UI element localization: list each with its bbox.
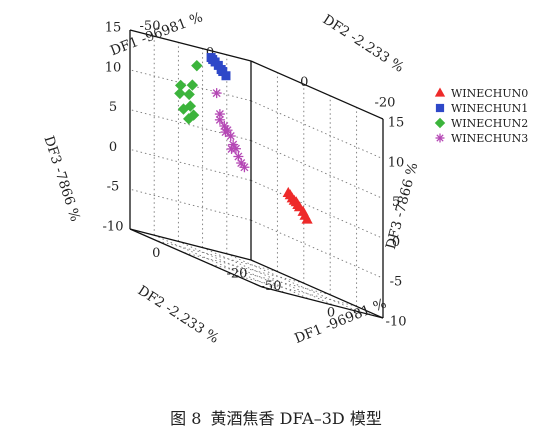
grid-line — [250, 100, 384, 160]
figure-label: 图 8 — [170, 409, 202, 428]
tick-label-df3: 5 — [392, 195, 400, 210]
tick-label-df2: 0 — [152, 246, 160, 261]
tick-label-df1: 0 — [206, 45, 214, 60]
data-point-winechun3 — [211, 88, 222, 99]
grid-line — [182, 251, 304, 284]
tick-label-df3: -5 — [107, 180, 120, 195]
tick-label-df2: -20 — [374, 95, 395, 110]
tick-label-df3: 10 — [105, 60, 122, 75]
grid-line — [129, 109, 252, 142]
tick-label-df3: -10 — [386, 315, 407, 330]
tick-label-df3: 0 — [109, 140, 117, 155]
axis-label-df3-left: DF3 -7866 % — [40, 134, 83, 224]
box-edge — [129, 228, 263, 288]
data-point-winechun2 — [186, 79, 199, 91]
axis-label-df3-right: DF3 -7866 % — [383, 161, 422, 251]
tick-label-df2: 0 — [300, 75, 308, 90]
data-point-winechun0 — [301, 213, 313, 224]
tick-label-df2: -20 — [226, 266, 247, 281]
grid-line — [235, 274, 357, 307]
grid-line — [250, 140, 384, 200]
tick-label-df1: -50 — [261, 279, 282, 294]
tick-label-df1: 0 — [327, 305, 335, 320]
grid-line — [202, 247, 335, 307]
data-point-winechun3 — [214, 109, 225, 120]
axis-label-df1-top: DF1 -96981 % — [108, 9, 205, 59]
tick-label-df3: 10 — [388, 155, 405, 170]
axis-label-df2-bottom: DF2 -2.233 % — [135, 282, 222, 346]
figure-caption: 图 8 黄酒焦香 DFA–3D 模型 — [0, 402, 552, 436]
box-edge — [261, 286, 384, 319]
data-point-winechun2 — [183, 113, 195, 125]
data-point-winechun3 — [226, 143, 237, 154]
data-point-winechun1 — [221, 71, 231, 81]
data-point-winechun2 — [177, 103, 190, 115]
grid-line — [209, 263, 331, 296]
legend-entry-winechun3: WINECHUN3 — [451, 132, 528, 145]
box-edge — [250, 259, 384, 319]
legend-marker-winechun0 — [434, 87, 446, 97]
tick-label-df3: 15 — [105, 21, 122, 36]
axis-label-df1-bottom: DF1 -96981 % — [292, 296, 389, 347]
axis-label-df2-top: DF2 -2.233 % — [320, 11, 407, 75]
tick-label-df3: 5 — [109, 100, 117, 115]
grid-line — [178, 240, 311, 300]
box-edges — [129, 29, 384, 319]
tick-label-df1: -50 — [140, 19, 161, 34]
data-point-winechun3 — [239, 162, 250, 173]
grid-line — [154, 234, 287, 294]
legend-marker-winechun1 — [435, 103, 445, 113]
legend-marker-winechun3 — [435, 133, 445, 143]
figure-title: 黄酒焦香 DFA–3D 模型 — [210, 409, 382, 428]
grid-line — [129, 148, 252, 181]
data-point-winechun2 — [191, 59, 203, 72]
legend-marker-winechun2 — [434, 117, 446, 129]
grid-line — [129, 69, 252, 102]
box-edge — [129, 228, 252, 261]
grid-line — [129, 188, 252, 221]
data-point-winechun3 — [220, 127, 231, 138]
grid-line — [156, 240, 278, 273]
legend-entry-winechun1: WINECHUN1 — [451, 102, 528, 115]
legend-entry-winechun2: WINECHUN2 — [451, 117, 528, 130]
data-point-winechun3 — [225, 131, 236, 142]
legend: WINECHUN0 WINECHUN1 WINECHUN2 WINECHUN3 — [434, 87, 528, 145]
tick-label-df3: 0 — [392, 235, 400, 250]
data-point-winechun2 — [174, 87, 186, 100]
data-point-winechun3 — [214, 114, 225, 125]
grid-line — [226, 253, 359, 313]
grid-line — [250, 219, 384, 279]
axis-labels: DF1 -96981 % DF2 -2.233 % DF3 -7866 % DF… — [40, 9, 421, 347]
tick-label-df3: -10 — [103, 220, 124, 235]
box-edge — [250, 60, 384, 120]
grid-line — [250, 179, 384, 239]
legend-entry-winechun0: WINECHUN0 — [451, 87, 528, 100]
box-edge — [129, 29, 252, 62]
data-point-winechun2 — [183, 88, 195, 101]
tick-label-df3: -5 — [390, 275, 403, 290]
grid-lines — [129, 36, 384, 313]
data-points — [174, 53, 313, 224]
tick-label-df3: 15 — [388, 116, 405, 131]
